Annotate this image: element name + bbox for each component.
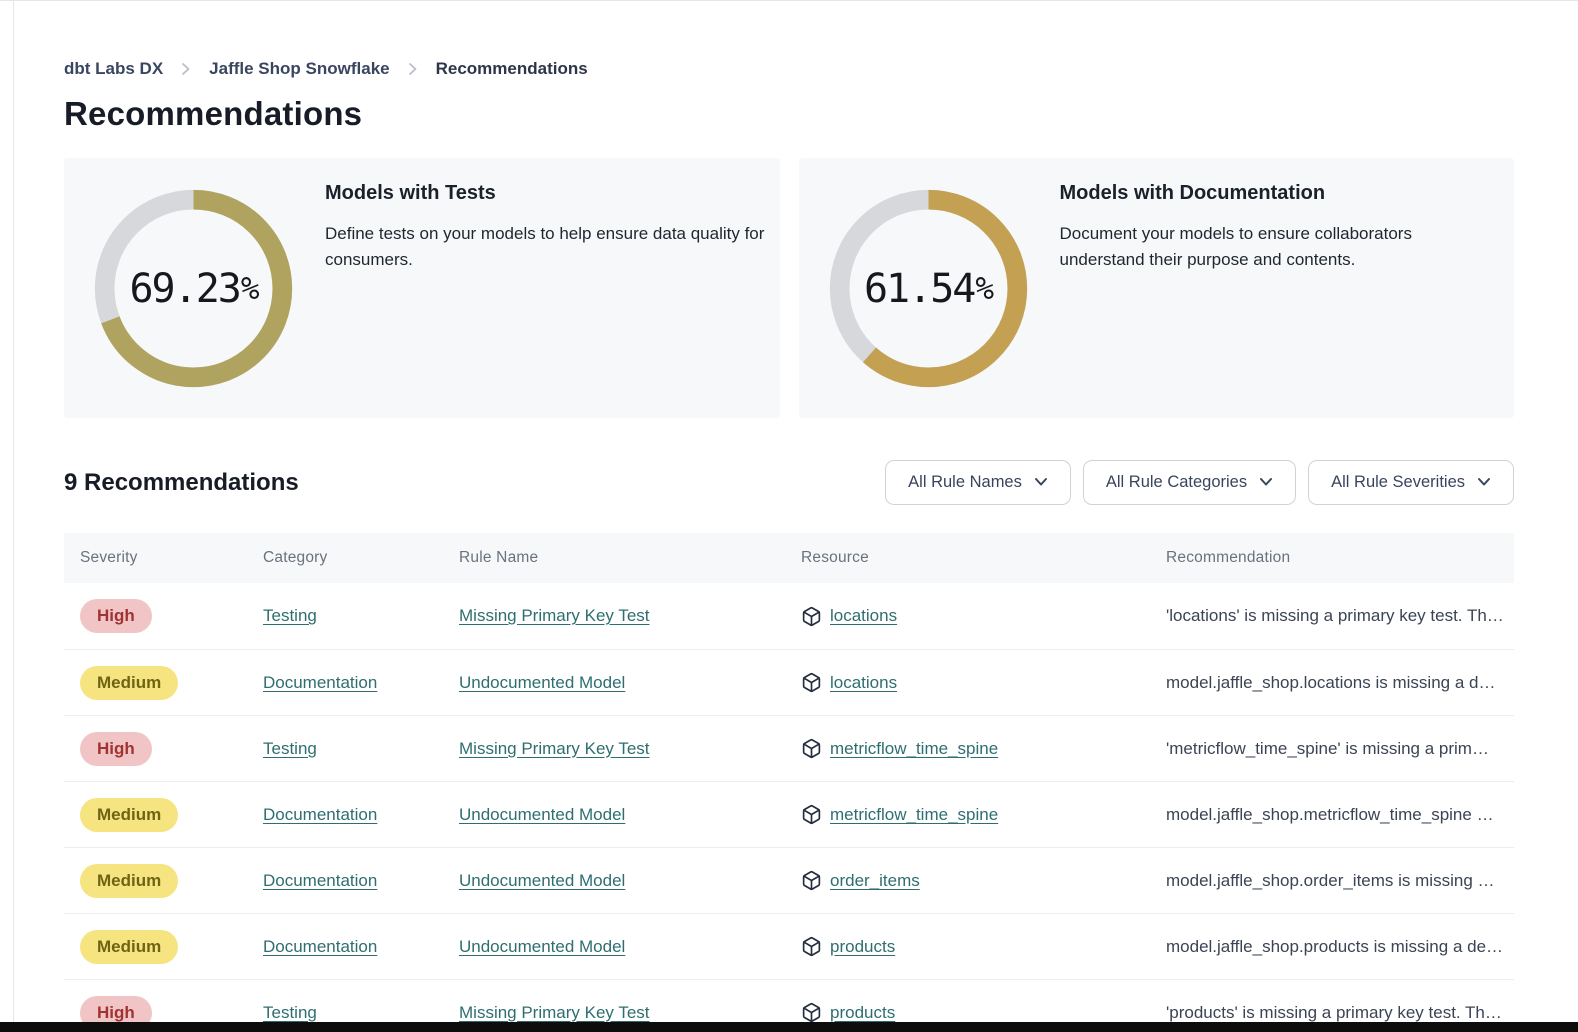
severity-badge: Medium: [80, 864, 178, 898]
resource-link[interactable]: order_items: [830, 871, 920, 891]
table-header: Severity Category Rule Name Resource Rec…: [64, 533, 1514, 583]
severity-badge: High: [80, 599, 152, 633]
bottom-edge-bar: [0, 1022, 1578, 1032]
recommendation-text: model.jaffle_shop.metricflow_time_spine …: [1166, 805, 1494, 824]
documentation-donut-chart: 61.54%: [826, 186, 1031, 391]
category-link[interactable]: Testing: [263, 1003, 317, 1022]
breadcrumb-project[interactable]: Jaffle Shop Snowflake: [209, 59, 389, 79]
category-link[interactable]: Testing: [263, 739, 317, 758]
list-header: 9 Recommendations All Rule Names All Rul…: [64, 460, 1514, 505]
table-row: High Testing Missing Primary Key Test me…: [64, 715, 1514, 781]
rule-name-link[interactable]: Undocumented Model: [459, 805, 625, 824]
table-row: High Testing Missing Primary Key Test lo…: [64, 583, 1514, 649]
table-row: Medium Documentation Undocumented Model …: [64, 781, 1514, 847]
rule-names-filter-dropdown[interactable]: All Rule Names: [885, 460, 1071, 505]
table-row: Medium Documentation Undocumented Model …: [64, 913, 1514, 979]
column-header-rule-name: Rule Name: [443, 549, 785, 567]
model-cube-icon: [801, 606, 822, 627]
page-title: Recommendations: [64, 95, 1514, 133]
category-link[interactable]: Documentation: [263, 937, 377, 956]
recommendation-text: 'metricflow_time_spine' is missing a pri…: [1166, 739, 1489, 758]
rule-categories-filter-dropdown[interactable]: All Rule Categories: [1083, 460, 1296, 505]
chevron-down-icon: [1034, 473, 1048, 492]
resource-link[interactable]: locations: [830, 673, 897, 693]
table-row: Medium Documentation Undocumented Model …: [64, 847, 1514, 913]
chevron-down-icon: [1259, 473, 1273, 492]
rule-name-link[interactable]: Missing Primary Key Test: [459, 1003, 650, 1022]
models-with-tests-card: 69.23% Models with Tests Define tests on…: [64, 158, 780, 418]
severity-badge: High: [80, 732, 152, 766]
column-header-severity: Severity: [64, 549, 247, 567]
resource-link[interactable]: metricflow_time_spine: [830, 805, 998, 825]
model-cube-icon: [801, 870, 822, 891]
breadcrumb-account[interactable]: dbt Labs DX: [64, 59, 163, 79]
chevron-right-icon: [181, 62, 191, 76]
severity-badge: Medium: [80, 930, 178, 964]
filter-bar: All Rule Names All Rule Categories All R…: [885, 460, 1514, 505]
column-header-category: Category: [247, 549, 443, 567]
rule-name-link[interactable]: Undocumented Model: [459, 673, 625, 692]
card-description: Document your models to ensure collabora…: [1060, 221, 1428, 273]
model-cube-icon: [801, 804, 822, 825]
model-cube-icon: [801, 936, 822, 957]
card-title: Models with Tests: [325, 182, 777, 205]
rule-name-link[interactable]: Missing Primary Key Test: [459, 606, 650, 625]
left-divider: [13, 1, 14, 1032]
summary-cards: 69.23% Models with Tests Define tests on…: [64, 158, 1514, 418]
breadcrumb: dbt Labs DX Jaffle Shop Snowflake Recomm…: [64, 59, 1514, 79]
rule-name-link[interactable]: Missing Primary Key Test: [459, 739, 650, 758]
category-link[interactable]: Documentation: [263, 805, 377, 824]
model-cube-icon: [801, 1002, 822, 1023]
model-cube-icon: [801, 738, 822, 759]
table-row: Medium Documentation Undocumented Model …: [64, 649, 1514, 715]
category-link[interactable]: Testing: [263, 606, 317, 625]
category-link[interactable]: Documentation: [263, 871, 377, 890]
column-header-resource: Resource: [785, 549, 1150, 567]
resource-link[interactable]: metricflow_time_spine: [830, 739, 998, 759]
recommendation-text: model.jaffle_shop.locations is missing a…: [1166, 673, 1495, 692]
card-description: Define tests on your models to help ensu…: [325, 221, 777, 273]
model-cube-icon: [801, 672, 822, 693]
recommendation-text: model.jaffle_shop.order_items is missing…: [1166, 871, 1495, 890]
documentation-percent-value: 61.54%: [826, 186, 1031, 391]
chevron-down-icon: [1477, 473, 1491, 492]
rule-name-link[interactable]: Undocumented Model: [459, 871, 625, 890]
severity-badge: Medium: [80, 798, 178, 832]
severity-badge: Medium: [80, 666, 178, 700]
breadcrumb-current: Recommendations: [436, 59, 588, 79]
tests-percent-value: 69.23%: [91, 186, 296, 391]
recommendations-page: dbt Labs DX Jaffle Shop Snowflake Recomm…: [0, 59, 1578, 1032]
recommendations-count: 9 Recommendations: [64, 469, 299, 497]
models-with-documentation-card: 61.54% Models with Documentation Documen…: [799, 158, 1515, 418]
category-link[interactable]: Documentation: [263, 673, 377, 692]
recommendation-text: 'products' is missing a primary key test…: [1166, 1003, 1502, 1022]
resource-link[interactable]: products: [830, 937, 895, 957]
rule-name-link[interactable]: Undocumented Model: [459, 937, 625, 956]
column-header-recommendation: Recommendation: [1150, 549, 1514, 567]
card-title: Models with Documentation: [1060, 182, 1428, 205]
recommendation-text: model.jaffle_shop.products is missing a …: [1166, 937, 1503, 956]
rule-severities-filter-dropdown[interactable]: All Rule Severities: [1308, 460, 1514, 505]
tests-donut-chart: 69.23%: [91, 186, 296, 391]
chevron-right-icon: [408, 62, 418, 76]
table-body: High Testing Missing Primary Key Test lo…: [64, 583, 1514, 1032]
recommendations-table: Severity Category Rule Name Resource Rec…: [64, 533, 1514, 1032]
recommendation-text: 'locations' is missing a primary key tes…: [1166, 606, 1504, 625]
resource-link[interactable]: locations: [830, 606, 897, 626]
resource-link[interactable]: products: [830, 1003, 895, 1023]
